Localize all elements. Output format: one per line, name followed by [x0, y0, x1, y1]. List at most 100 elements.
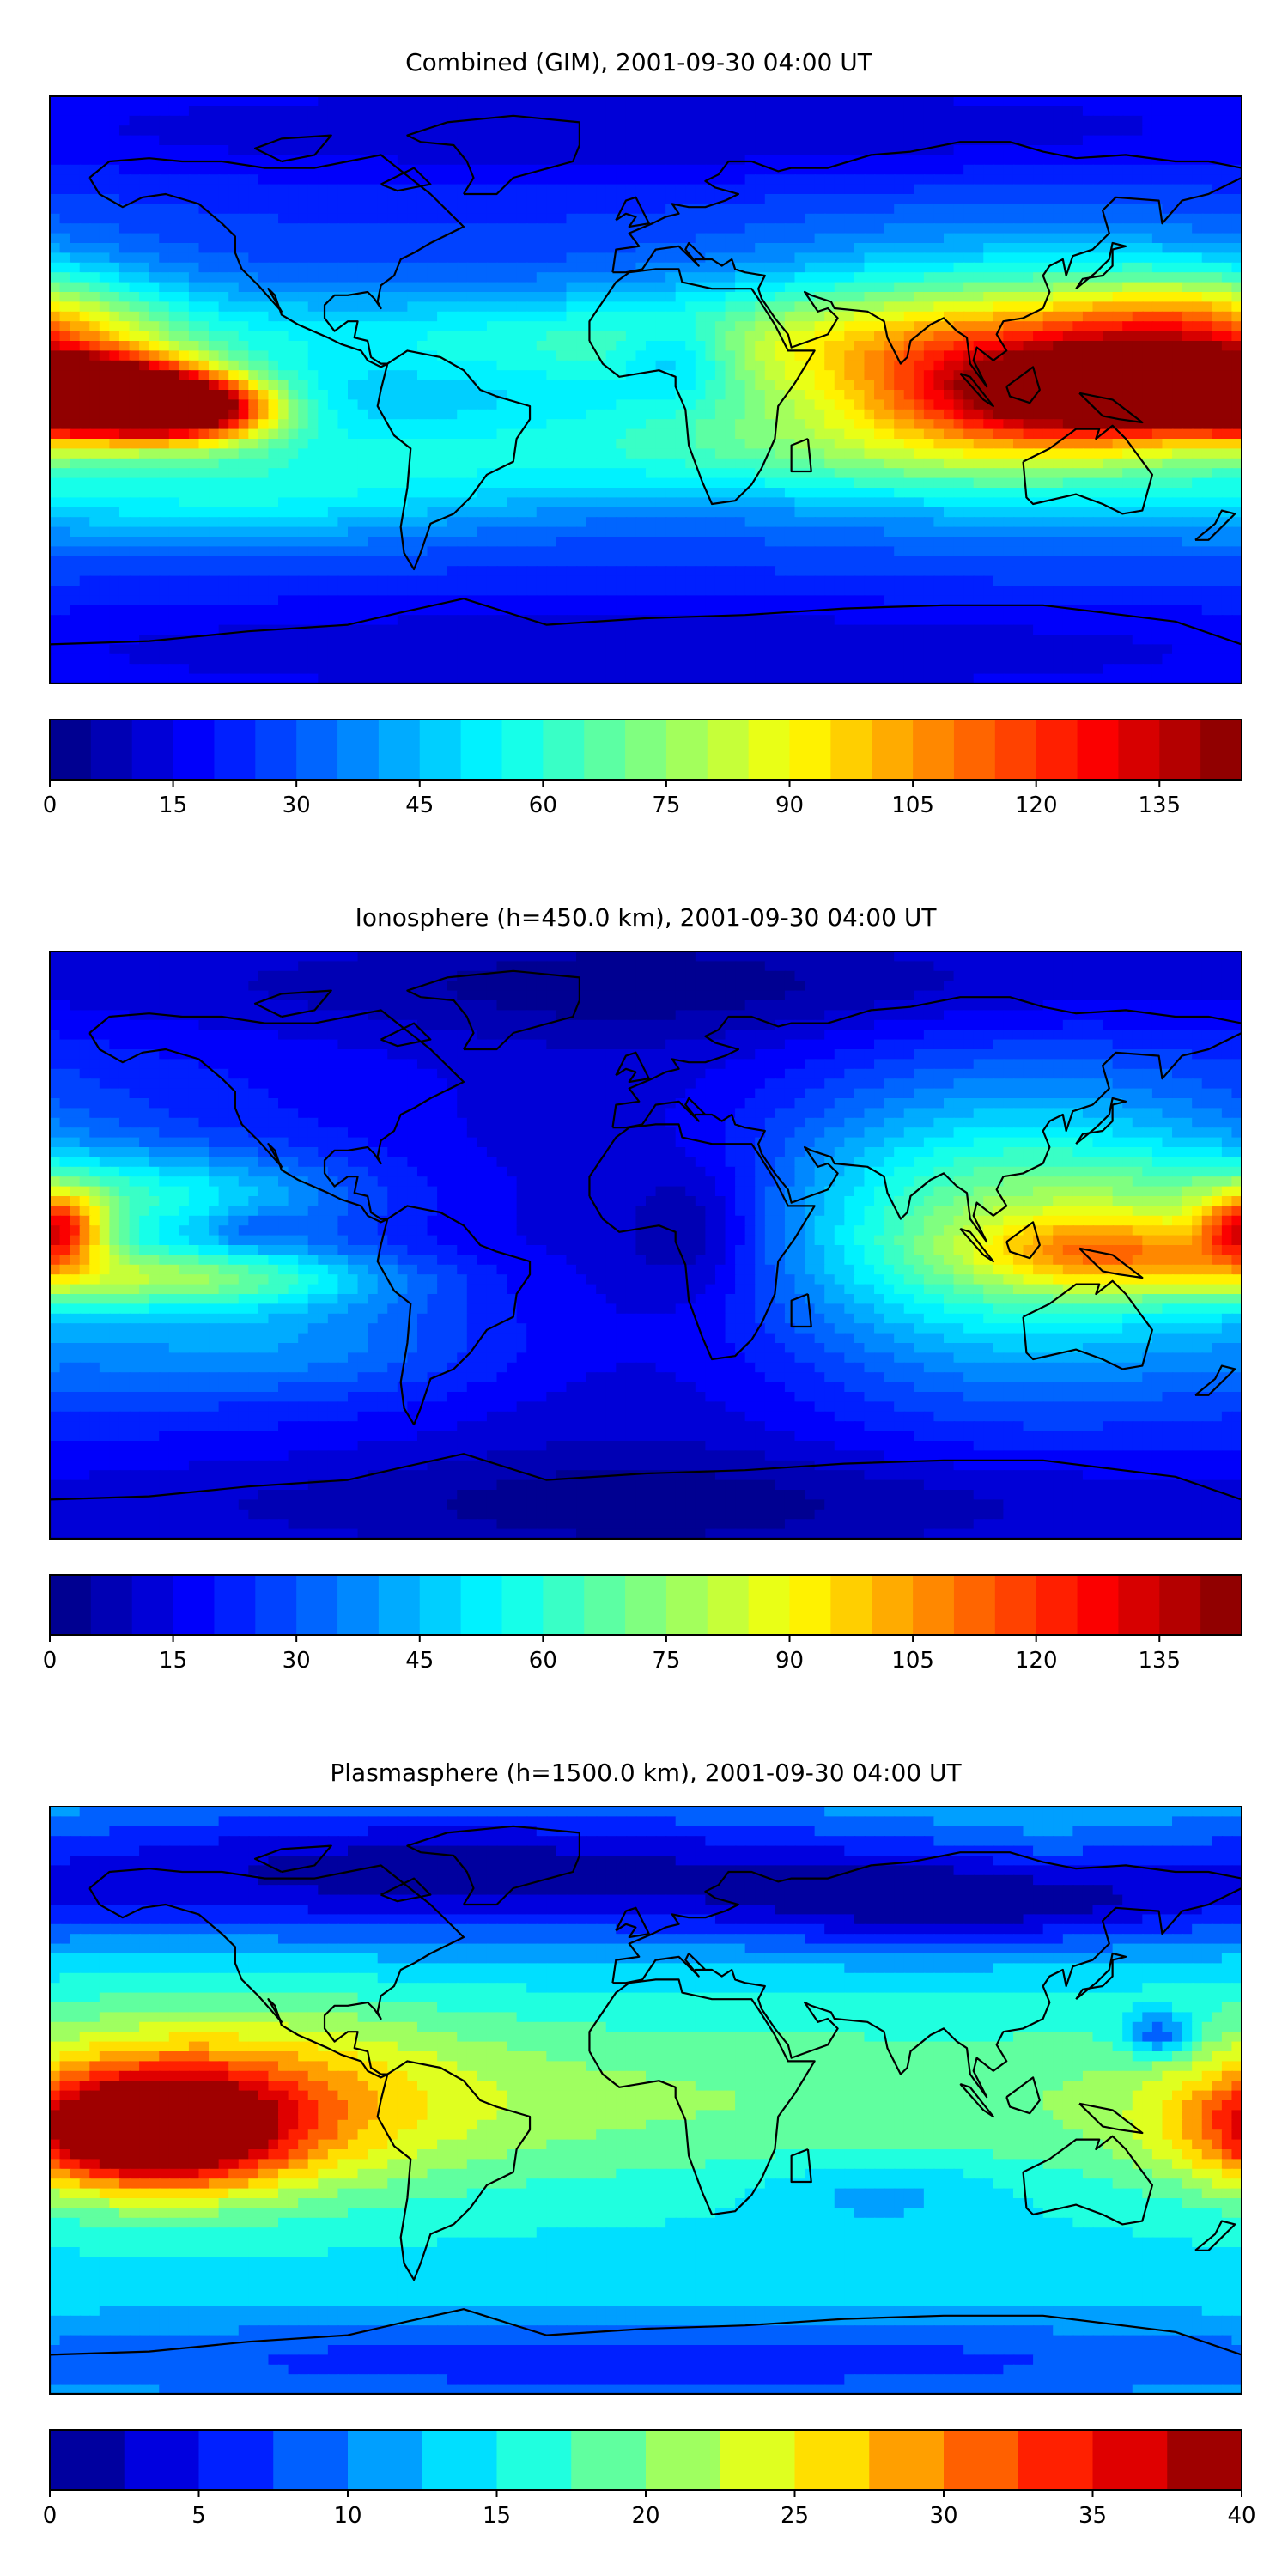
field-cell — [1162, 448, 1174, 460]
field-cell — [1122, 233, 1134, 245]
field-cell — [655, 331, 667, 343]
field-cell — [536, 233, 548, 245]
field-cell — [735, 448, 747, 460]
field-cell — [457, 96, 469, 107]
field-cell — [993, 252, 1005, 264]
field-cell — [496, 331, 508, 343]
field-cell — [914, 419, 926, 431]
field-cell — [665, 341, 677, 352]
field-cell — [705, 145, 717, 156]
field-cell — [814, 252, 826, 264]
field-cell — [953, 145, 965, 156]
field-cell — [714, 390, 727, 401]
field-cell — [993, 468, 1005, 480]
field-cell — [635, 360, 647, 372]
field-cell — [89, 292, 101, 303]
field-cell — [118, 468, 131, 480]
field-cell — [933, 292, 945, 303]
field-cell — [1151, 321, 1164, 333]
field-cell — [89, 243, 101, 254]
field-cell — [139, 115, 151, 127]
field-cell — [109, 311, 121, 323]
field-cell — [1003, 409, 1015, 421]
field-cell — [477, 331, 489, 343]
field-cell — [616, 223, 628, 235]
field-cell — [278, 125, 290, 137]
field-cell — [635, 448, 647, 460]
field-cell — [79, 399, 91, 411]
field-cell — [248, 184, 260, 196]
field-cell — [1182, 272, 1194, 284]
field-cell — [1231, 321, 1242, 333]
field-cell — [447, 311, 459, 323]
field-cell — [447, 350, 459, 362]
field-cell — [1182, 223, 1194, 235]
field-cell — [655, 350, 667, 362]
field-cell — [466, 390, 478, 401]
field-cell — [566, 184, 578, 196]
field-cell — [1231, 233, 1242, 245]
field-cell — [844, 409, 856, 421]
field-cell — [814, 419, 826, 431]
field-cell — [307, 194, 319, 205]
field-cell — [824, 331, 836, 343]
field-cell — [129, 360, 141, 372]
field-cell — [457, 341, 469, 352]
field-cell — [1082, 311, 1095, 323]
field-cell — [605, 488, 617, 499]
field-cell — [109, 350, 121, 362]
field-cell — [714, 272, 727, 284]
field-cell — [1012, 380, 1025, 392]
field-cell — [516, 262, 528, 274]
field-cell — [884, 428, 896, 440]
field-cell — [477, 145, 489, 156]
field-cell — [725, 439, 737, 450]
field-cell — [794, 174, 806, 186]
field-cell — [834, 262, 846, 274]
field-cell — [1182, 252, 1194, 264]
field-cell — [596, 145, 608, 156]
field-cell — [377, 233, 389, 245]
field-cell — [586, 488, 598, 499]
field-cell — [238, 155, 250, 167]
field-cell — [884, 96, 896, 107]
field-cell — [139, 311, 151, 323]
field-cell — [357, 409, 369, 421]
field-cell — [486, 125, 499, 137]
field-cell — [605, 223, 617, 235]
field-cell — [775, 458, 787, 470]
field-cell — [447, 409, 459, 421]
field-cell — [586, 380, 598, 392]
field-cell — [635, 428, 647, 440]
field-cell — [1231, 419, 1242, 431]
field-cell — [625, 174, 637, 186]
field-cell — [288, 370, 300, 382]
field-cell — [805, 488, 817, 499]
field-cell — [1231, 331, 1242, 343]
field-cell — [168, 184, 180, 196]
field-cell — [874, 184, 886, 196]
field-cell — [179, 243, 191, 254]
field-cell — [983, 155, 995, 167]
field-cell — [655, 106, 667, 118]
field-cell — [258, 96, 270, 107]
field-cell — [447, 282, 459, 294]
field-cell — [278, 174, 290, 186]
field-cell — [854, 194, 866, 205]
field-cell — [1012, 272, 1025, 284]
field-cell — [894, 448, 906, 460]
field-cell — [1151, 164, 1164, 176]
field-cell — [168, 213, 180, 225]
field-cell — [914, 243, 926, 254]
field-cell — [944, 350, 956, 362]
field-cell — [457, 106, 469, 118]
field-cell — [149, 243, 161, 254]
field-cell — [616, 233, 628, 245]
field-cell — [725, 233, 737, 245]
field-cell — [1192, 115, 1204, 127]
field-cell — [1042, 311, 1054, 323]
field-cell — [368, 145, 380, 156]
field-cell — [635, 174, 647, 186]
field-cell — [854, 399, 866, 411]
field-cell — [278, 350, 290, 362]
